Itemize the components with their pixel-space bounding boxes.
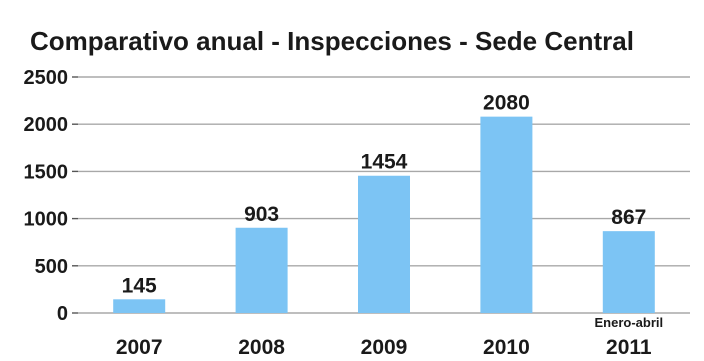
y-axis: 0 500 1000 1500 2000 2500 bbox=[24, 67, 78, 325]
y-tick-label: 500 bbox=[35, 256, 68, 278]
y-tick-label: 2500 bbox=[24, 67, 69, 89]
x-tick-label: 2008 bbox=[238, 336, 285, 359]
chart-title: Comparativo anual - Inspecciones - Sede … bbox=[30, 26, 634, 56]
y-tick-label: 0 bbox=[57, 303, 68, 325]
y-tick-label: 2000 bbox=[24, 114, 69, 136]
data-label: 1454 bbox=[361, 151, 408, 174]
x-tick-label: 2007 bbox=[116, 336, 163, 359]
x-axis: 2007 2008 2009 2010 Enero-abril 2011 bbox=[116, 315, 663, 359]
bar bbox=[602, 231, 655, 313]
data-label: 903 bbox=[244, 203, 279, 226]
y-tick-label: 1000 bbox=[24, 209, 69, 231]
y-tick-label: 1500 bbox=[24, 161, 69, 183]
bar bbox=[358, 175, 410, 313]
data-labels: 145 903 1454 2080 867 bbox=[122, 92, 647, 298]
x-category-note: Enero-abril bbox=[594, 315, 663, 330]
data-label: 2080 bbox=[483, 92, 530, 115]
bar bbox=[480, 116, 533, 313]
data-label: 145 bbox=[122, 274, 157, 297]
bars bbox=[113, 116, 655, 313]
bar bbox=[113, 299, 166, 313]
x-tick-label: 2010 bbox=[483, 336, 530, 359]
data-label: 867 bbox=[611, 206, 646, 229]
bar bbox=[235, 227, 288, 313]
x-tick-label: 2009 bbox=[361, 336, 408, 359]
x-tick-label: 2011 bbox=[606, 336, 652, 359]
